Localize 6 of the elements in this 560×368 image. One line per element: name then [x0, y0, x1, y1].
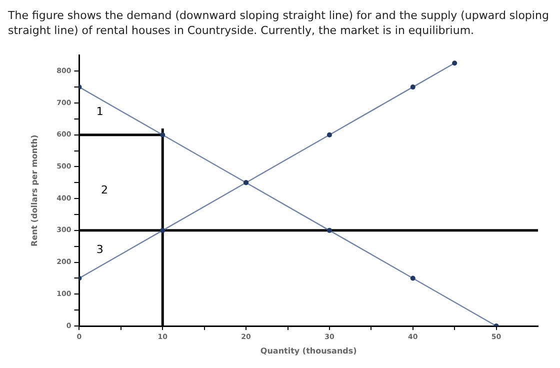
annotation: 1	[96, 104, 104, 118]
chart-title: The figure shows the demand (downward sloping straight line) for and the supply (upward sloping straight line) of rental houses in Countryside. Currently, the market is in equilibrium.	[8, 8, 550, 39]
annotation: 2	[100, 183, 108, 196]
y-axis-title: Rent (dollars per month)	[30, 134, 39, 246]
annotation: 3	[96, 243, 104, 256]
x-axis-title: Quantity (thousands)	[260, 346, 357, 356]
